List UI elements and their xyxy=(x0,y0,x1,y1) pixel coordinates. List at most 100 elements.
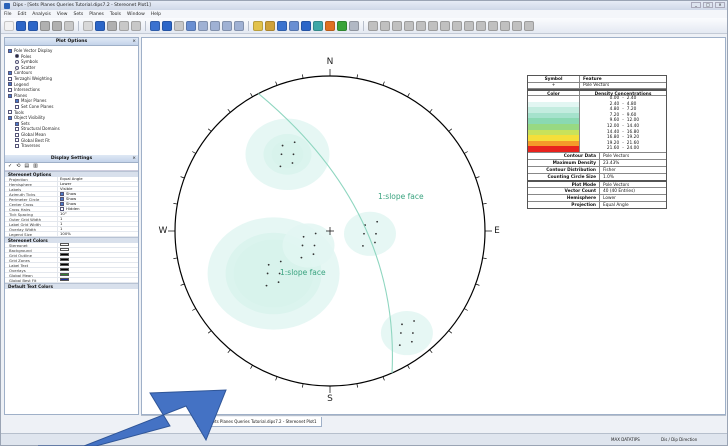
radio-button[interactable] xyxy=(15,65,19,70)
property-row[interactable]: Tick Spacing 10° xyxy=(5,211,138,217)
property-row[interactable]: Global Best Fit xyxy=(5,277,138,283)
checkbox[interactable] xyxy=(8,48,12,53)
toolbar-button-icon[interactable] xyxy=(428,20,438,31)
property-row[interactable]: Cross Hairs Hidden xyxy=(5,206,138,212)
color-swatch[interactable] xyxy=(60,242,69,247)
toolbar-button-icon[interactable] xyxy=(107,20,117,31)
toolbar-button-icon[interactable] xyxy=(512,20,522,31)
toolbar-button-icon[interactable] xyxy=(16,20,26,31)
toolbar-button-icon[interactable] xyxy=(524,20,534,31)
plot-option-item[interactable]: Structural Domains xyxy=(8,126,135,132)
property-row[interactable]: Background xyxy=(5,247,138,253)
toolbar-button-icon[interactable] xyxy=(289,20,299,31)
property-row[interactable]: Center Cross Show xyxy=(5,201,138,207)
close-icon[interactable]: × xyxy=(132,39,136,44)
property-row[interactable]: Label Grid Width 1 xyxy=(5,221,138,227)
property-value[interactable]: Show xyxy=(57,201,138,206)
checkbox[interactable] xyxy=(15,143,19,148)
toolbar-button-icon[interactable] xyxy=(452,20,462,31)
property-value[interactable]: Show xyxy=(57,196,138,201)
property-row[interactable]: Grid Outline xyxy=(5,252,138,258)
toolbar-button-icon[interactable] xyxy=(440,20,450,31)
toolbar-button-icon[interactable] xyxy=(131,20,141,31)
plot-option-item[interactable]: Traverses xyxy=(8,143,135,149)
toolbar-button-icon[interactable] xyxy=(95,20,105,31)
menu-tools[interactable]: Tools xyxy=(109,11,121,17)
property-row[interactable]: Overlay Width 1 xyxy=(5,226,138,232)
close-icon[interactable]: × xyxy=(132,155,136,161)
property-row[interactable]: Projection Equal Angle xyxy=(5,176,138,182)
property-value[interactable]: 100% xyxy=(57,231,138,236)
maximize-button[interactable]: □ xyxy=(703,2,713,8)
color-swatch[interactable] xyxy=(60,262,69,267)
checkbox[interactable] xyxy=(15,138,19,143)
property-section-header[interactable]: Stereonet Colors xyxy=(5,236,138,243)
property-row[interactable]: Global Mean xyxy=(5,272,138,278)
property-row[interactable]: Azimuth Ticks Show xyxy=(5,191,138,197)
plot-option-item[interactable]: Sets xyxy=(8,121,135,127)
checkbox[interactable] xyxy=(8,71,12,76)
color-swatch[interactable] xyxy=(60,277,69,282)
checkbox[interactable] xyxy=(60,206,64,211)
toolbar-button-icon[interactable] xyxy=(52,20,62,31)
color-swatch[interactable] xyxy=(60,272,69,277)
toolbar-button-icon[interactable] xyxy=(476,20,486,31)
color-swatch[interactable] xyxy=(60,267,69,272)
plot-option-item[interactable]: Major Planes xyxy=(8,98,135,104)
toolbar-button-icon[interactable] xyxy=(119,20,129,31)
plot-option-item[interactable]: Terzaghi Weighting xyxy=(8,76,135,82)
plot-option-item[interactable]: Pole Vector Display xyxy=(8,48,135,54)
menu-planes[interactable]: Planes xyxy=(89,11,104,17)
plot-option-item[interactable]: Planes xyxy=(8,93,135,99)
toolbar-button-icon[interactable] xyxy=(253,20,263,31)
checkbox[interactable] xyxy=(15,99,19,104)
checkbox[interactable] xyxy=(8,93,12,98)
property-row[interactable]: Perimeter Circle Show xyxy=(5,196,138,202)
close-button[interactable]: × xyxy=(715,2,725,8)
property-value[interactable]: 10° xyxy=(57,211,138,216)
categorized-icon[interactable]: ▤ xyxy=(24,163,30,170)
property-value[interactable] xyxy=(57,267,138,272)
property-value[interactable] xyxy=(57,252,138,257)
plot-option-item[interactable]: Global Best Fit xyxy=(8,138,135,144)
property-section-header[interactable]: Stereonet Options xyxy=(5,170,138,177)
property-value[interactable] xyxy=(57,262,138,267)
toolbar-button-icon[interactable] xyxy=(337,20,347,31)
toolbar-button-icon[interactable] xyxy=(392,20,402,31)
property-value[interactable] xyxy=(57,272,138,277)
color-swatch[interactable] xyxy=(60,247,69,252)
property-section-header[interactable]: Default Text Colors xyxy=(5,282,138,289)
toolbar-button-icon[interactable] xyxy=(40,20,50,31)
property-value[interactable] xyxy=(57,257,138,262)
toolbar-button-icon[interactable] xyxy=(4,20,14,31)
property-row[interactable]: Overlays xyxy=(5,267,138,273)
property-row[interactable]: Outer Grid Width 1 xyxy=(5,216,138,222)
radio-button[interactable] xyxy=(15,54,19,59)
radio-button[interactable] xyxy=(15,59,19,64)
toolbar-button-icon[interactable] xyxy=(83,20,93,31)
toolbar-button-icon[interactable] xyxy=(488,20,498,31)
checkbox[interactable] xyxy=(15,121,19,126)
toolbar-button-icon[interactable] xyxy=(234,20,244,31)
toolbar-button-icon[interactable] xyxy=(380,20,390,31)
property-value[interactable]: Lower xyxy=(57,181,138,186)
toolbar-button-icon[interactable] xyxy=(349,20,359,31)
toolbar-button-icon[interactable] xyxy=(28,20,38,31)
major-plane-great-circle[interactable] xyxy=(258,93,393,374)
toolbar-button-icon[interactable] xyxy=(174,20,184,31)
checkbox[interactable] xyxy=(8,76,12,81)
toolbar-button-icon[interactable] xyxy=(265,20,275,31)
toolbar-button-icon[interactable] xyxy=(162,20,172,31)
toolbar-button-icon[interactable] xyxy=(416,20,426,31)
checkbox[interactable] xyxy=(8,82,12,87)
toolbar-button-icon[interactable] xyxy=(325,20,335,31)
property-row[interactable]: Label Text xyxy=(5,262,138,268)
menu-analysis[interactable]: Analysis xyxy=(32,11,51,17)
stereonet-plot[interactable]: N S E W 1:slope face 1:slope face xyxy=(142,38,727,416)
checkbox[interactable] xyxy=(8,87,12,92)
toolbar-button-icon[interactable] xyxy=(500,20,510,31)
property-row[interactable]: Stereonet xyxy=(5,242,138,248)
menu-edit[interactable]: Edit xyxy=(17,11,27,17)
plot-option-item[interactable]: Tools xyxy=(8,110,135,116)
property-value[interactable]: Equal Angle xyxy=(57,176,138,181)
